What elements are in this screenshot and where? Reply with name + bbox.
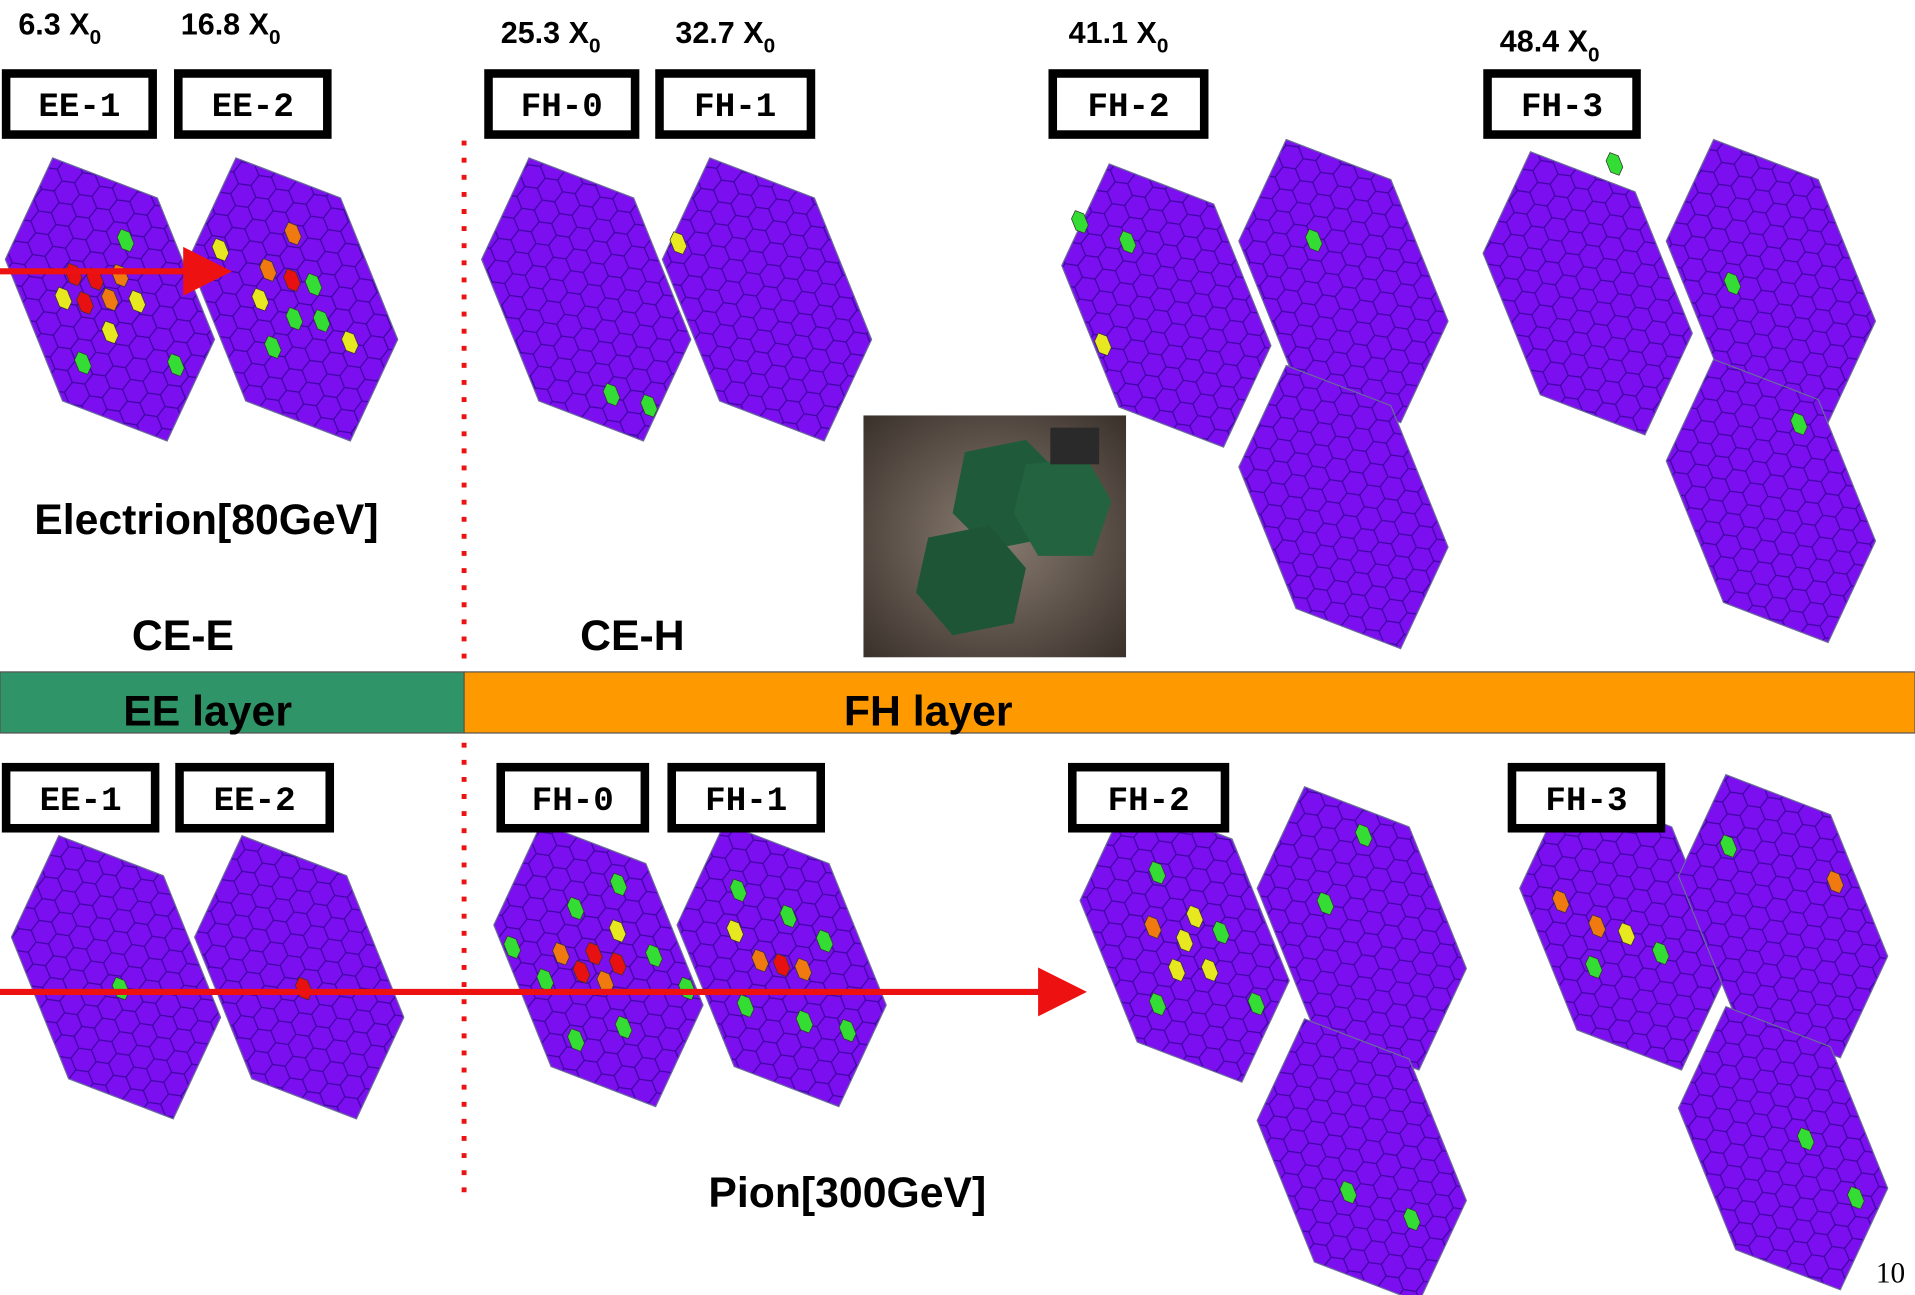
depth-sub: 0 — [764, 35, 776, 58]
page: EE layer FH layer Electrion[80GeV] CE-E … — [0, 0, 1915, 1295]
depth-text: 32.7 X — [675, 16, 764, 50]
depth-label: 32.7 X0 — [675, 16, 775, 58]
layer-label: EE-2 — [212, 89, 294, 127]
depth-text: 16.8 X — [181, 7, 270, 41]
module — [1455, 121, 1721, 465]
depth-sub: 0 — [90, 26, 102, 49]
layer-label: EE-1 — [38, 89, 120, 127]
depth-text: 25.3 X — [501, 16, 590, 50]
layer-label: FH-0 — [532, 783, 614, 821]
layer-label: FH-2 — [1108, 783, 1190, 821]
fh-band-label: FH layer — [844, 688, 1013, 736]
depth-label: 6.3 X0 — [18, 7, 101, 49]
module — [166, 805, 432, 1149]
page-number: 10 — [1876, 1258, 1905, 1290]
layer-label: FH-0 — [521, 89, 603, 127]
ce-h-label: CE-H — [580, 612, 684, 660]
depth-sub: 0 — [1588, 43, 1600, 66]
layer-label: FH-2 — [1087, 89, 1169, 127]
electron-label: Electrion[80GeV] — [34, 496, 378, 544]
depth-sub: 0 — [269, 26, 281, 49]
ee-band-label: EE layer — [123, 688, 292, 736]
depth-label: 16.8 X0 — [181, 7, 281, 49]
layer-label: EE-1 — [40, 783, 122, 821]
depth-sub: 0 — [589, 35, 601, 58]
layer-label: FH-1 — [705, 783, 787, 821]
layer-label: EE-2 — [214, 783, 296, 821]
depth-label: 25.3 X0 — [501, 16, 601, 58]
module — [160, 127, 426, 471]
photo — [863, 415, 1126, 657]
hit — [1604, 150, 1625, 178]
module — [465, 793, 731, 1137]
depth-sub: 0 — [1157, 35, 1169, 58]
module-hex — [1455, 121, 1721, 465]
layer-label: FH-1 — [694, 89, 776, 127]
fh-band — [464, 672, 1915, 733]
depth-label: 41.1 X0 — [1069, 16, 1169, 58]
depth-text: 6.3 X — [18, 7, 90, 41]
module-hex — [160, 127, 426, 471]
ce-e-label: CE-E — [132, 612, 234, 660]
slide: EE layer FH layer Electrion[80GeV] CE-E … — [0, 0, 1915, 1295]
layer-label: FH-3 — [1521, 89, 1603, 127]
pion-label: Pion[300GeV] — [708, 1169, 986, 1217]
layer-label: FH-3 — [1545, 783, 1627, 821]
depth-label: 48.4 X0 — [1500, 25, 1600, 67]
depth-text: 41.1 X — [1069, 16, 1158, 50]
module — [648, 793, 914, 1137]
depth-text: 48.4 X — [1500, 25, 1589, 59]
